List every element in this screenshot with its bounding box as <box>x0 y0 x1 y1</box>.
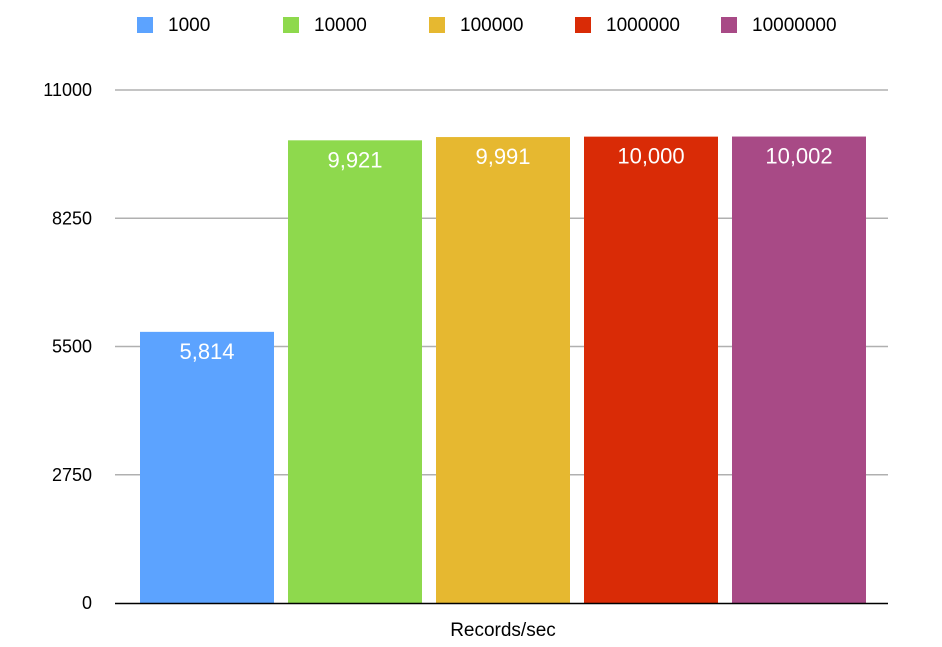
y-tick-label: 8250 <box>52 208 92 228</box>
legend-label-10000000: 10000000 <box>752 15 837 36</box>
y-tick-label: 0 <box>82 593 92 613</box>
y-tick-label: 11000 <box>43 80 92 100</box>
bars <box>140 136 866 604</box>
category-label: Records/sec <box>450 620 556 641</box>
bar-10000 <box>288 140 422 604</box>
bar-100000 <box>436 137 570 603</box>
bar-1000000 <box>584 136 718 604</box>
data-label-10000000: 10,002 <box>765 144 832 169</box>
legend-swatch-1000 <box>137 17 153 33</box>
data-label-10000: 9,921 <box>327 147 382 172</box>
y-axis: 0 2750 5500 8250 11000 <box>43 80 92 613</box>
data-label-100000: 9,991 <box>475 144 530 169</box>
bar-10000000 <box>732 136 866 603</box>
legend-swatch-1000000 <box>575 17 591 33</box>
legend-swatch-10000 <box>283 17 299 33</box>
data-labels: 5,814 9,921 9,991 10,000 10,002 <box>179 144 832 364</box>
legend-label-100000: 100000 <box>460 15 523 36</box>
bar-1000 <box>140 331 274 603</box>
data-label-1000: 5,814 <box>179 339 234 364</box>
legend-swatch-100000 <box>429 17 445 33</box>
legend-label-1000000: 1000000 <box>606 15 680 36</box>
legend-label-10000: 10000 <box>314 15 367 36</box>
legend: 1000 10000 100000 1000000 10000000 <box>137 15 837 36</box>
legend-swatch-10000000 <box>721 17 737 33</box>
legend-label-1000: 1000 <box>168 15 210 36</box>
y-tick-label: 5500 <box>52 337 92 357</box>
data-label-1000000: 10,000 <box>617 144 684 169</box>
y-tick-label: 2750 <box>52 465 92 485</box>
